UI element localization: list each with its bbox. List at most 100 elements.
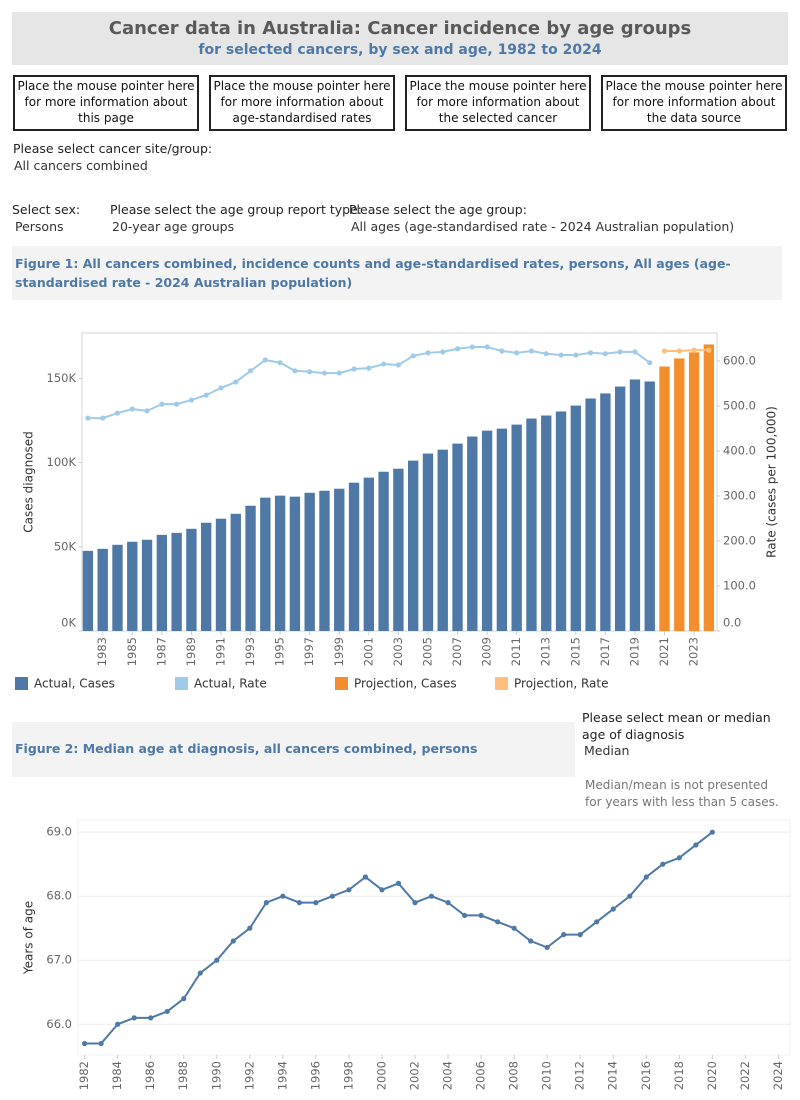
point [561, 932, 567, 938]
point [573, 352, 579, 358]
line [84, 831, 713, 1045]
x-tick-label: 1985 [125, 637, 139, 666]
point [693, 842, 699, 848]
point [495, 919, 501, 925]
line [664, 349, 709, 353]
point [543, 351, 549, 357]
info-button[interactable]: Place the mouse pointer here for more in… [209, 75, 395, 131]
x-tick-label: 2004 [441, 1061, 455, 1090]
point [395, 362, 401, 368]
point [395, 880, 402, 886]
filter-label: Please select cancer site/group: [13, 141, 213, 156]
bar [141, 539, 153, 631]
bar [112, 544, 123, 631]
bar [452, 443, 463, 631]
point [263, 900, 269, 906]
point [174, 401, 180, 407]
filter-value[interactable]: 20-year age groups [112, 219, 235, 234]
bar [201, 522, 212, 631]
point [214, 957, 220, 963]
x-tick-label: 2017 [598, 637, 612, 666]
point [627, 893, 633, 899]
y-tick-label: 68.0 [46, 889, 72, 903]
point [594, 919, 600, 925]
info-button[interactable]: Place the mouse pointer here for more in… [13, 75, 199, 131]
point [131, 1015, 137, 1021]
x-tick-label: 1998 [341, 1061, 355, 1090]
point [577, 932, 583, 938]
point [461, 912, 468, 919]
filter-value[interactable]: All ages (age-standardised rate - 2024 A… [351, 219, 735, 234]
bar [156, 534, 168, 631]
x-tick-label: 1988 [176, 1061, 190, 1090]
selector-value[interactable]: Median [584, 743, 630, 758]
point [346, 887, 352, 893]
legend-label: Actual, Cases [34, 677, 115, 691]
point [148, 1015, 154, 1021]
point [676, 855, 682, 861]
bar [378, 471, 389, 631]
bar [422, 453, 434, 631]
point [247, 925, 253, 931]
bar [600, 393, 611, 631]
x-tick-label: 2019 [627, 637, 641, 666]
point [233, 379, 239, 385]
point [499, 348, 505, 354]
y2-axis-title: Rate (cases per 100,000) [765, 406, 779, 558]
info-button[interactable]: Place the mouse pointer here for more in… [405, 75, 591, 131]
x-tick-label: 2005 [420, 637, 434, 666]
point [587, 350, 594, 356]
filter-value[interactable]: All cancers combined [14, 158, 148, 173]
bar [363, 477, 374, 631]
point [262, 357, 268, 363]
x-tick-label: 1983 [95, 637, 109, 666]
filter-value[interactable]: Persons [15, 219, 64, 234]
figure-title: Figure 2: Median age at diagnosis, all c… [12, 722, 575, 777]
x-tick-label: 2001 [361, 637, 375, 666]
point [313, 900, 319, 906]
legend-label: Projection, Rate [514, 677, 608, 691]
x-tick-label: 2024 [771, 1061, 785, 1090]
info-button[interactable]: Place the mouse pointer here for more in… [601, 75, 787, 131]
x-tick-label: 2015 [568, 637, 582, 666]
x-tick-label: 2011 [509, 637, 523, 666]
x-tick-label: 1987 [154, 637, 168, 666]
point [100, 415, 106, 421]
legend-swatch [175, 677, 188, 690]
bar [127, 541, 138, 631]
legend-label: Actual, Rate [194, 677, 267, 691]
filter-label: Please select the age group report type: [110, 202, 362, 217]
point [478, 912, 484, 919]
point [164, 1008, 170, 1015]
bar [186, 528, 197, 631]
y2-tick-label: 400.0 [723, 443, 756, 457]
point [412, 900, 418, 906]
point [115, 1021, 121, 1027]
point [230, 938, 236, 944]
point [528, 938, 534, 944]
bar [496, 428, 508, 631]
x-tick-label: 2008 [507, 1061, 521, 1090]
bar [319, 490, 330, 631]
bar [629, 379, 641, 631]
y-tick-label: 67.0 [46, 953, 72, 967]
y2-tick-label: 0.0 [723, 616, 741, 630]
bar [644, 381, 655, 631]
bar [467, 436, 478, 631]
plot-frame [77, 819, 791, 1056]
x-tick-label: 2022 [738, 1061, 752, 1090]
x-tick-label: 2010 [540, 1061, 554, 1090]
point [188, 397, 195, 403]
y2-tick-label: 100.0 [723, 578, 756, 592]
filter-label: Select sex: [12, 202, 81, 217]
x-tick-label: 1995 [273, 637, 287, 666]
header-box [12, 12, 788, 65]
bar [481, 430, 493, 631]
point [197, 970, 203, 976]
y-tick-label: 0K [61, 616, 76, 630]
point [544, 944, 550, 951]
x-tick-label: 2000 [374, 1061, 388, 1090]
x-tick-label: 2021 [657, 637, 671, 666]
